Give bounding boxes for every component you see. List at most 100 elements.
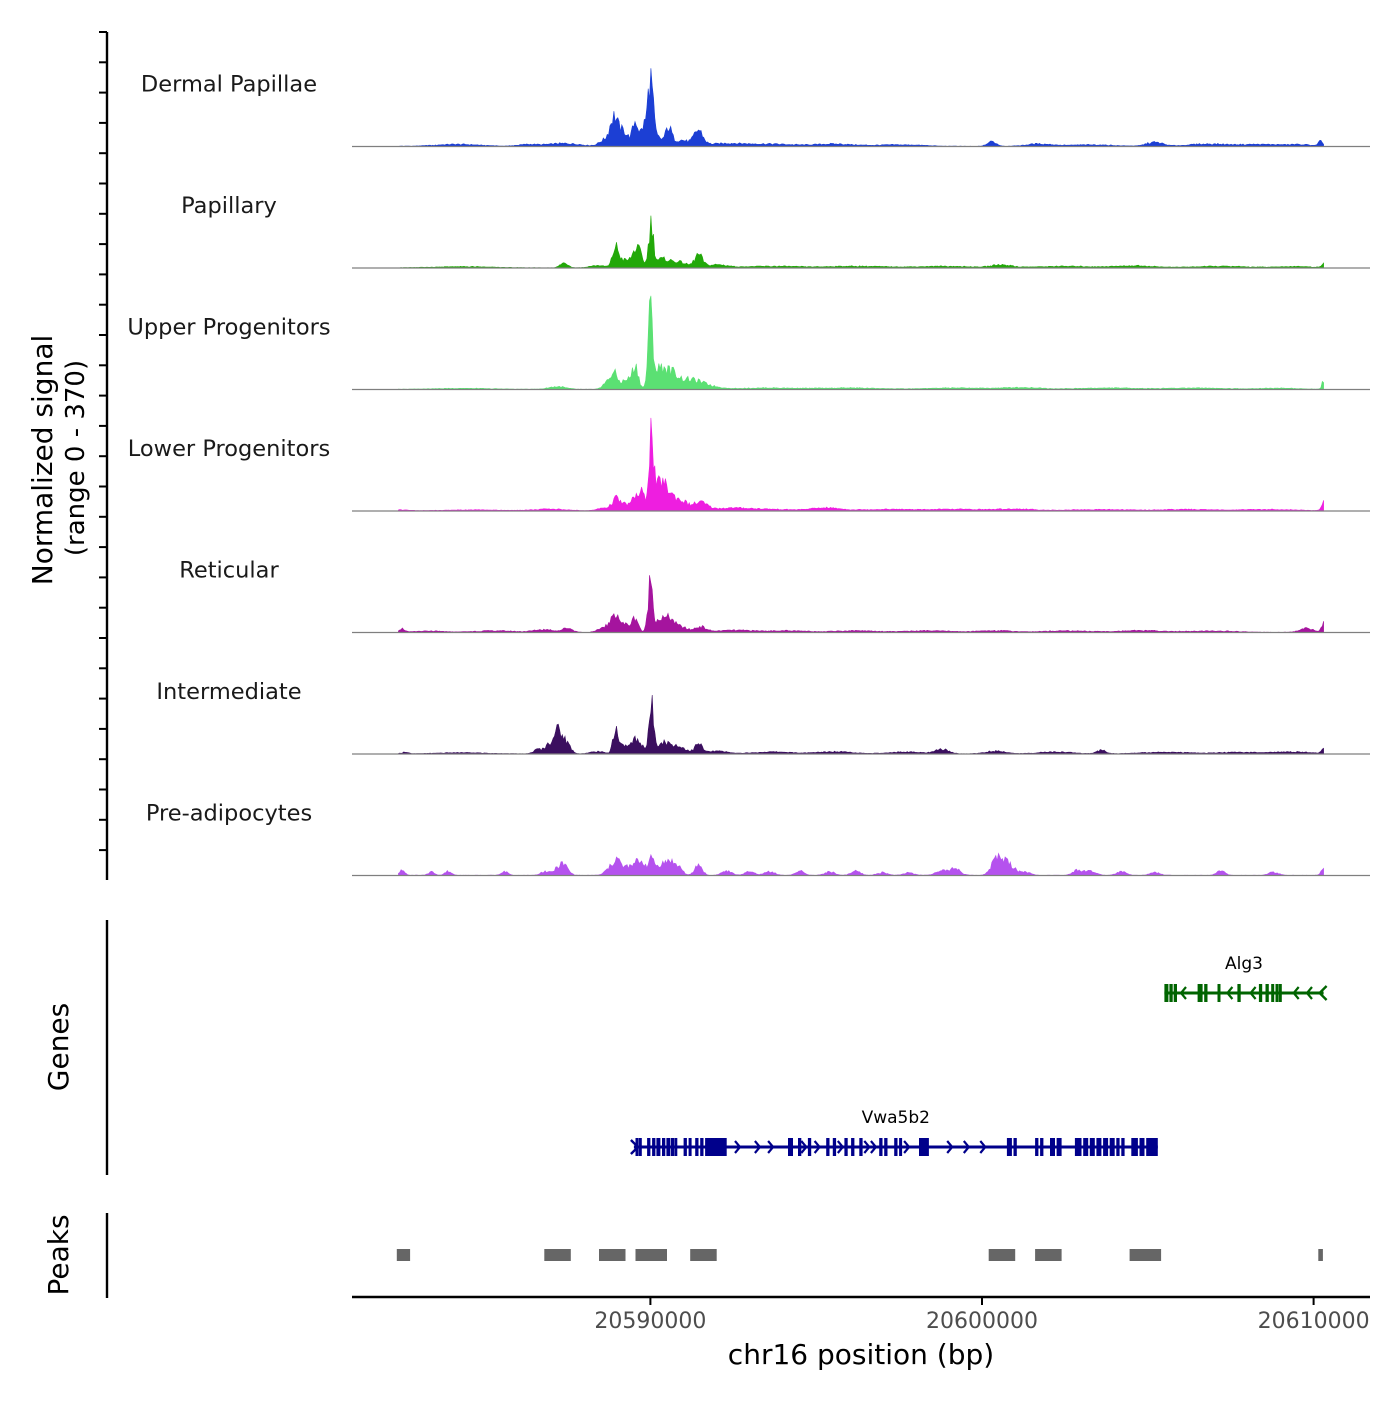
exon	[1139, 1138, 1145, 1156]
peaks-panel-label: Peaks	[42, 1214, 75, 1295]
exon	[662, 1138, 666, 1156]
strand-arrow	[1305, 986, 1313, 1000]
exon	[1050, 1138, 1055, 1156]
exon	[1074, 1138, 1082, 1156]
exon	[671, 1138, 674, 1156]
peak-region	[396, 1249, 411, 1261]
exon	[1121, 1138, 1125, 1156]
exon	[1275, 984, 1279, 1002]
exon	[688, 1138, 692, 1156]
x-tick-label: 20600000	[926, 1309, 1038, 1334]
track-label: Reticular	[179, 558, 279, 584]
coverage-area	[398, 417, 1324, 512]
exon	[1116, 1138, 1120, 1156]
exon	[674, 1138, 678, 1156]
exon	[1169, 984, 1173, 1002]
exon	[1103, 1138, 1109, 1156]
x-axis-label: chr16 position (bp)	[728, 1338, 994, 1371]
exon	[705, 1138, 727, 1156]
exon	[884, 1138, 888, 1156]
exon	[788, 1138, 793, 1156]
track-label: Lower Progenitors	[128, 436, 330, 462]
strand-arrow	[734, 1140, 742, 1154]
coverage-area	[398, 215, 1324, 269]
peak-region	[599, 1249, 626, 1261]
strand-arrow	[962, 1140, 971, 1154]
exon	[652, 1138, 656, 1156]
exon	[1109, 1138, 1115, 1156]
exon	[1089, 1138, 1095, 1156]
exon	[1271, 984, 1275, 1002]
strand-arrow	[754, 1140, 762, 1154]
peak-region	[1035, 1249, 1062, 1261]
x-tick-label: 20610000	[1258, 1309, 1370, 1334]
strand-arrow	[800, 1140, 808, 1154]
coverage-track: Lower Progenitors	[128, 417, 1370, 512]
exon	[1083, 1138, 1089, 1156]
coverage-y-axis-ticks	[99, 31, 107, 852]
track-label: Pre-adipocytes	[146, 801, 312, 827]
strand-arrow	[767, 1140, 775, 1154]
exon	[894, 1138, 898, 1156]
coverage-area	[398, 575, 1324, 633]
strand-arrow	[630, 1139, 640, 1155]
exon	[1258, 984, 1263, 1002]
exon	[1204, 984, 1208, 1002]
gene-models: Alg3 Vwa5b2	[630, 954, 1328, 1156]
peak-region	[1318, 1249, 1323, 1261]
exon	[826, 1138, 830, 1156]
peak-regions	[396, 1249, 1323, 1261]
exon	[1035, 1138, 1039, 1156]
coverage-area	[398, 694, 1324, 755]
coverage-area	[398, 295, 1324, 390]
exon	[638, 1138, 642, 1156]
strand-arrow	[1249, 986, 1257, 1000]
exon	[700, 1138, 704, 1156]
strand-arrow	[863, 1140, 871, 1154]
coverage-y-label-line2: (range 0 - 370)	[61, 360, 91, 556]
genes-panel-label: Genes	[42, 1003, 75, 1091]
peak-region	[690, 1249, 717, 1261]
strand-arrow	[1292, 986, 1300, 1000]
coverage-track: Papillary	[181, 193, 1370, 269]
exon	[1164, 984, 1169, 1002]
coverage-y-label-line1: Normalized signal	[26, 335, 59, 586]
exon	[1056, 1138, 1062, 1156]
strand-arrow	[1225, 986, 1234, 1000]
exon	[798, 1138, 802, 1156]
strand-arrow	[836, 1140, 845, 1154]
track-label: Upper Progenitors	[127, 315, 330, 341]
exon	[647, 1138, 651, 1156]
coverage-track: Dermal Papillae	[141, 68, 1370, 148]
gene-model: Alg3	[1164, 954, 1328, 1002]
exon	[1096, 1138, 1102, 1156]
strand-arrow	[1179, 986, 1187, 1000]
exon	[1131, 1138, 1138, 1156]
exon	[1040, 1138, 1044, 1156]
peak-region	[988, 1249, 1016, 1261]
x-tick-label: 20590000	[594, 1309, 706, 1334]
peak-region	[544, 1249, 571, 1261]
exon	[1217, 984, 1221, 1002]
track-label: Dermal Papillae	[141, 72, 317, 98]
exon	[1278, 984, 1282, 1002]
x-axis-ticks: 20590000 20600000 20610000	[594, 1297, 1370, 1334]
exon	[879, 1138, 883, 1156]
exon	[851, 1138, 855, 1156]
strand-arrow	[903, 1140, 911, 1154]
peak-region	[1129, 1249, 1162, 1261]
exon	[832, 1138, 837, 1156]
coverage-track: Pre-adipocytes	[146, 801, 1370, 877]
coverage-area	[398, 852, 1324, 876]
strand-arrow	[813, 1140, 822, 1154]
exon	[1197, 984, 1203, 1002]
exon	[1173, 984, 1177, 1002]
exon	[1013, 1138, 1017, 1156]
track-label: Papillary	[181, 193, 277, 219]
exon	[1146, 1138, 1158, 1156]
track-label: Intermediate	[156, 679, 301, 705]
exon	[899, 1138, 903, 1156]
coverage-tracks: Dermal Papillae Papillary Upper Progenitor…	[127, 68, 1370, 877]
exon	[1006, 1138, 1012, 1156]
